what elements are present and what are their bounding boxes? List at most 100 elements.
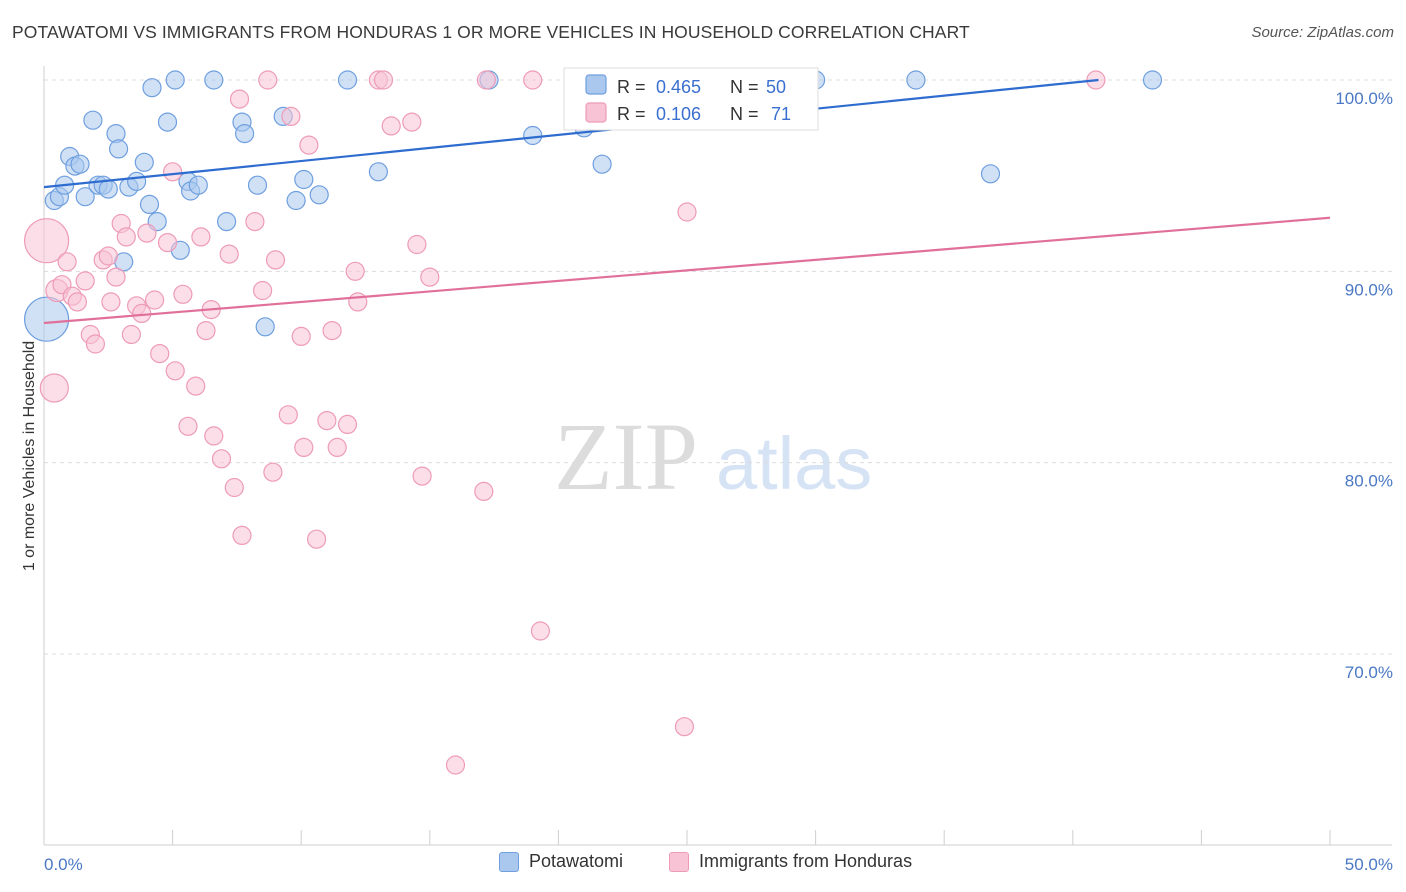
honduras-swatch [669, 851, 689, 872]
honduras-point [253, 280, 273, 301]
potawatomi-point [217, 212, 237, 232]
potawatomi-point [83, 110, 103, 130]
honduras-point [196, 321, 216, 341]
honduras-point [186, 376, 206, 396]
honduras-point [348, 292, 368, 312]
potawatomi-point [108, 139, 129, 159]
honduras-point [145, 290, 165, 310]
honduras-point [337, 414, 358, 434]
potawatomi-point [134, 152, 154, 172]
potawatomi-point [142, 78, 162, 98]
x-tick-label-max: 50.0% [1345, 855, 1393, 874]
potawatomi-point [157, 112, 178, 132]
honduras-point [307, 529, 327, 549]
honduras-point [476, 70, 496, 90]
legend: R = 0.465 N = 50 R = 0.106 N = 71 [563, 67, 819, 131]
honduras-point [445, 755, 466, 775]
y-tick-labels: 70.0% 80.0% 90.0% 100.0% [1335, 89, 1393, 682]
honduras-point [163, 162, 183, 182]
potawatomi-point [23, 296, 70, 342]
honduras-point [165, 361, 185, 381]
potawatomi-point [294, 169, 314, 190]
potawatomi-point [906, 70, 926, 90]
potawatomi-point [127, 171, 147, 191]
chart-title: POTAWATOMI VS IMMIGRANTS FROM HONDURAS 1… [12, 22, 970, 42]
legend-item-potawatomi: Potawatomi [499, 851, 623, 872]
honduras-point [137, 223, 157, 243]
potawatomi-point [247, 175, 268, 195]
honduras-point [278, 405, 298, 425]
honduras-point [157, 233, 178, 253]
honduras-point [420, 267, 440, 287]
potawatomi-point [139, 194, 160, 214]
y-tick-label: 90.0% [1345, 280, 1393, 299]
honduras-point [23, 218, 70, 264]
honduras-point [373, 70, 394, 90]
honduras-point [116, 227, 136, 247]
honduras-point [232, 525, 252, 546]
honduras-point [75, 271, 95, 291]
potawatomi-point [70, 154, 90, 174]
legend-n-value-2: 71 [771, 104, 791, 124]
honduras-point [258, 70, 278, 90]
honduras-point [67, 292, 88, 312]
honduras-point [317, 411, 337, 431]
honduras-point [345, 261, 365, 281]
potawatomi-point [204, 70, 224, 90]
honduras-point [265, 250, 286, 270]
watermark-zip: ZIP [554, 403, 698, 510]
honduras-point [263, 462, 283, 482]
honduras-point [677, 202, 697, 222]
watermark: ZIP atlas [554, 403, 872, 510]
honduras-point [245, 212, 265, 232]
potawatomi-trend-line [43, 78, 1099, 189]
potawatomi-point [188, 175, 208, 195]
y-axis-label: 1 or more Vehicles in Household [21, 341, 38, 571]
honduras-trend-line [43, 216, 1331, 325]
legend-item-honduras: Immigrants from Honduras [669, 851, 912, 872]
honduras-point [674, 717, 695, 737]
honduras-point [474, 481, 494, 501]
axes [43, 66, 1392, 846]
legend-n-label-2: N = [730, 104, 759, 124]
potawatomi-swatch [499, 851, 519, 872]
potawatomi-point [255, 317, 275, 337]
honduras-point [85, 334, 106, 354]
honduras-point [39, 373, 69, 403]
potawatomi-point [309, 185, 329, 205]
honduras-point [291, 326, 311, 346]
potawatomi-point [337, 70, 358, 90]
potawatomi-point [75, 187, 95, 207]
honduras-point [523, 70, 543, 90]
legend-r-label-1: R = [617, 77, 646, 97]
honduras-point [219, 244, 239, 264]
honduras-point [98, 246, 118, 266]
y-tick-label: 80.0% [1345, 472, 1393, 491]
legend-swatch-honduras [585, 102, 607, 123]
x-tick-label-min: 0.0% [44, 855, 83, 874]
honduras-point [204, 426, 224, 446]
legend-n-label-1: N = [730, 77, 759, 97]
bottom-legend: Potawatomi Immigrants from Honduras [0, 851, 1406, 879]
y-tick-label: 70.0% [1345, 663, 1393, 682]
legend-r-value-2: 0.106 [656, 104, 701, 124]
honduras-point [191, 227, 211, 247]
honduras-point [412, 466, 432, 486]
potawatomi-point [523, 125, 543, 146]
honduras-point [402, 112, 422, 132]
honduras-point [530, 621, 551, 641]
honduras-point [229, 89, 250, 109]
honduras-point [322, 321, 342, 341]
legend-r-label-2: R = [617, 104, 646, 124]
honduras-point [121, 324, 141, 345]
potawatomi-point [1142, 70, 1163, 90]
honduras-point [299, 135, 319, 155]
honduras-point [281, 106, 301, 127]
potawatomi-point [165, 70, 185, 90]
x-tick-labels: 0.0% 50.0% [44, 855, 1393, 874]
honduras-point [106, 267, 126, 287]
legend-label-potawatomi: Potawatomi [529, 851, 624, 871]
honduras-point [327, 437, 347, 457]
honduras-point [294, 437, 314, 457]
